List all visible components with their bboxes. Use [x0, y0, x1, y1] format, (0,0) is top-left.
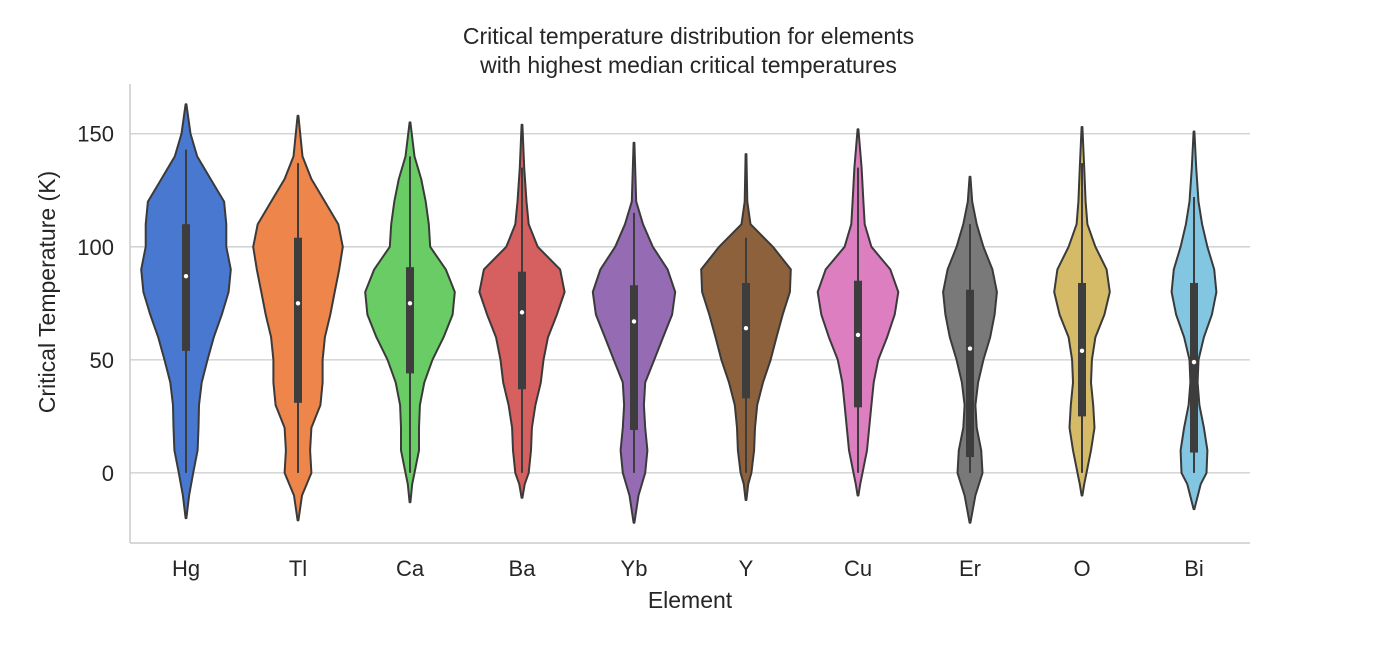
violin-median-dot [1079, 348, 1085, 354]
violin-iqr-box [854, 280, 862, 408]
violin-Y [700, 153, 792, 502]
chart-title-line-2: with highest median critical temperature… [480, 52, 897, 78]
x-tick-label: Bi [1184, 556, 1204, 581]
x-tick-label: Er [959, 556, 981, 581]
violin-median-dot [183, 273, 189, 279]
x-tick-label: Tl [289, 556, 307, 581]
y-axis-label: Critical Temperature (K) [34, 171, 60, 413]
violin-median-dot [743, 325, 749, 331]
violin-O [1053, 126, 1111, 497]
violin-iqr-box [294, 237, 302, 403]
x-tick-label: Y [739, 556, 754, 581]
violin-Ca [364, 121, 456, 504]
x-tick-label: Ba [509, 556, 537, 581]
violin-median-dot [295, 301, 301, 306]
violin-Tl [252, 114, 344, 522]
violin-Yb [591, 141, 677, 524]
x-axis-label: Element [648, 587, 733, 613]
violin-Ba [478, 123, 566, 499]
violin-median-dot [519, 310, 525, 315]
y-tick-label: 150 [77, 122, 114, 147]
y-tick-label: 50 [90, 348, 114, 373]
violin-iqr-box [742, 282, 750, 399]
violin-median-dot [1191, 359, 1197, 365]
violin-iqr-box [966, 289, 974, 458]
x-tick-label: Ca [396, 556, 425, 581]
violin-median-dot [967, 346, 973, 351]
violins [140, 103, 1218, 524]
x-tick-label: Cu [844, 556, 872, 581]
violin-iqr-box [406, 267, 414, 374]
violin-iqr-box [518, 271, 526, 390]
violin-iqr-box [630, 285, 638, 430]
y-tick-label: 100 [77, 235, 114, 260]
violin-Er [942, 175, 998, 524]
y-tick-label: 0 [102, 461, 114, 486]
violin-median-dot [631, 319, 637, 324]
axes: 0 50 100 150 Hg Tl Ca Ba Yb Y Cu Er O Bi [77, 84, 1250, 581]
x-tick-label: O [1073, 556, 1090, 581]
violin-iqr-box [182, 224, 190, 351]
violin-median-dot [407, 301, 413, 306]
chart-title-line-1: Critical temperature distribution for el… [462, 23, 915, 49]
violin-iqr-box [1190, 282, 1198, 453]
grid [130, 133, 1250, 474]
violin-median-dot [855, 332, 861, 338]
violin-Cu [816, 128, 900, 497]
violin-Hg [140, 103, 232, 520]
x-tick-label: Yb [621, 556, 648, 581]
x-tick-label: Hg [172, 556, 200, 581]
violin-Bi [1170, 130, 1218, 511]
